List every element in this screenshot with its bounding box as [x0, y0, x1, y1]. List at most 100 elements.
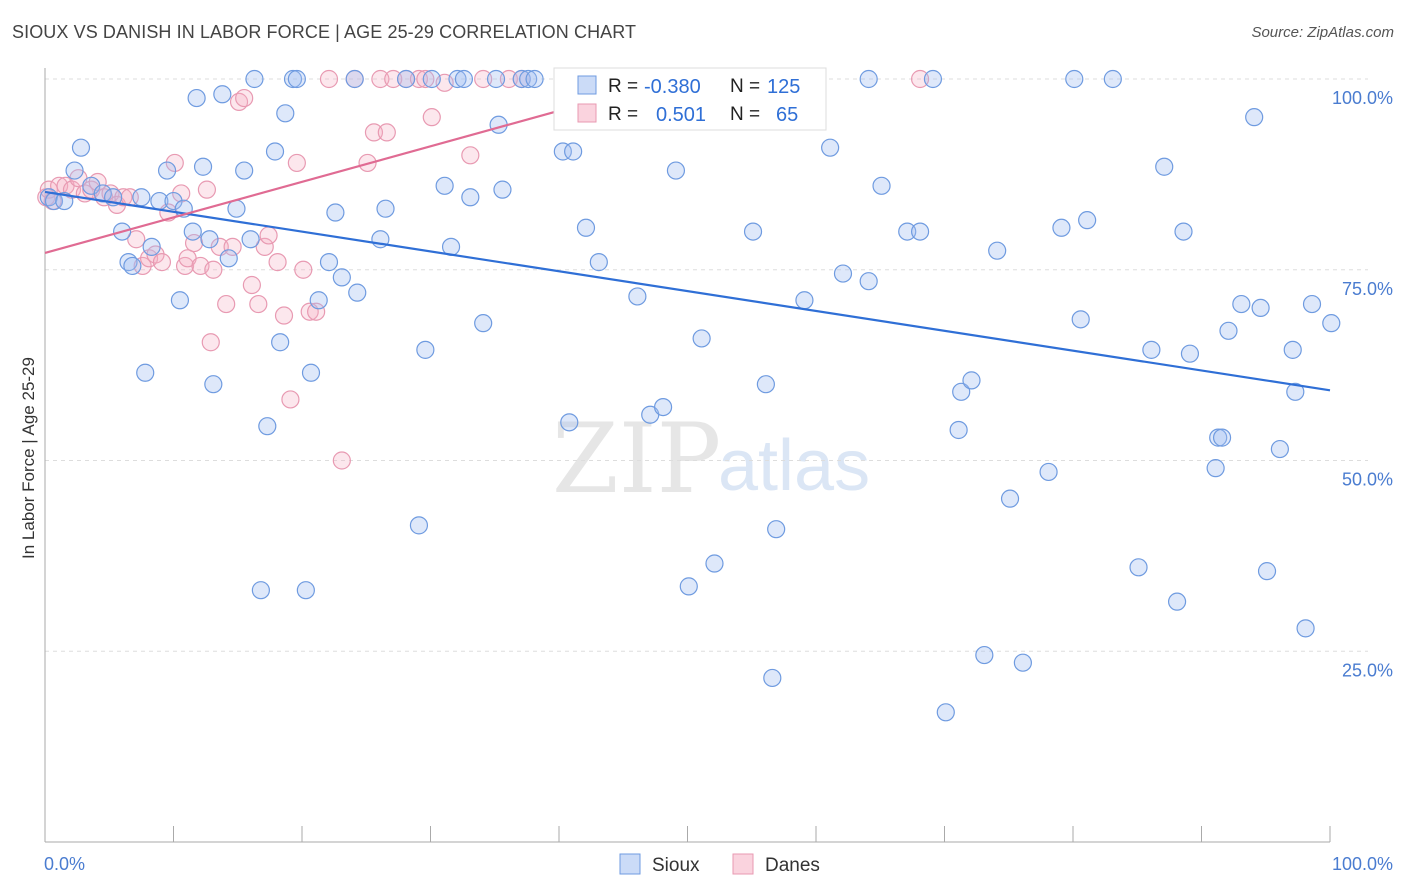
sioux-point-61 — [519, 69, 538, 89]
danes-point-22 — [172, 184, 191, 203]
legend-danes-label: Danes — [765, 855, 820, 876]
watermark: ZIP atlas — [552, 403, 870, 515]
danes-point-43 — [294, 260, 313, 279]
sioux-point-97 — [1000, 489, 1020, 508]
danes-point-16 — [133, 256, 152, 276]
danes-point-57 — [422, 108, 441, 127]
danes-point-45 — [307, 302, 326, 321]
sioux-point-17 — [170, 291, 190, 310]
sioux-point-76 — [743, 222, 763, 241]
danes-point-41 — [281, 390, 300, 409]
sioux-point-53 — [448, 69, 467, 89]
sioux-point-39 — [309, 291, 328, 310]
danes-point-46 — [319, 69, 339, 89]
sioux-point-42 — [332, 268, 351, 287]
danes-point-50 — [364, 123, 384, 142]
bottom-legend: Sioux Danes — [619, 853, 820, 876]
stats-sioux-swatch — [577, 75, 597, 95]
sioux-point-24 — [213, 85, 232, 104]
sioux-point-62 — [525, 69, 544, 89]
sioux-point-93 — [952, 382, 971, 401]
sioux-point-34 — [276, 104, 295, 123]
sioux-point-121 — [1286, 382, 1305, 401]
sioux-point-16 — [164, 191, 183, 211]
danes-point-39 — [268, 253, 287, 272]
sioux-point-12 — [136, 363, 155, 382]
sioux-point-100 — [1052, 218, 1071, 237]
sioux-point-68 — [628, 287, 647, 306]
danes-point-38 — [259, 226, 278, 245]
danes-point-55 — [409, 69, 429, 89]
sioux-point-86 — [859, 272, 878, 291]
sioux-point-47 — [396, 69, 416, 89]
danes-point-40 — [274, 306, 294, 325]
sioux-point-64 — [560, 413, 579, 432]
sioux-point-117 — [1251, 298, 1270, 317]
y-axis-label: In Labor Force | Age 25-29 — [19, 357, 38, 559]
sioux-point-120 — [1283, 340, 1302, 359]
sioux-point-91 — [936, 703, 955, 722]
sioux-point-92 — [949, 420, 968, 440]
sioux-point-32 — [265, 142, 285, 161]
danes-point-36 — [249, 294, 268, 314]
sioux-point-110 — [1180, 344, 1200, 363]
sioux-point-29 — [245, 69, 264, 89]
sioux-point-88 — [898, 222, 917, 241]
stats-box — [553, 67, 827, 131]
sioux-point-50 — [422, 69, 441, 89]
danes-point-32 — [223, 237, 242, 256]
sioux-point-102 — [1071, 310, 1090, 329]
sioux-point-33 — [271, 333, 290, 352]
sioux-point-35 — [283, 69, 303, 89]
sioux-point-78 — [763, 668, 782, 688]
sioux-point-113 — [1212, 428, 1232, 447]
sioux-point-51 — [435, 176, 454, 195]
sioux-point-95 — [975, 645, 994, 665]
sioux-point-124 — [1322, 314, 1341, 333]
stats-legend: R = -0.380 N = 125 R = 0.501 N = 65 — [553, 67, 827, 131]
danes-point-27 — [197, 180, 217, 199]
y-tick-labels: 25.0% 50.0% 75.0% 100.0% — [1332, 88, 1393, 680]
sioux-point-55 — [461, 188, 480, 207]
sioux-point-71 — [666, 161, 686, 180]
sioux-point-27 — [235, 161, 254, 180]
stats-sioux-n-value: 125 — [767, 76, 800, 98]
sioux-point-84 — [833, 264, 853, 283]
sioux-point-11 — [132, 188, 151, 207]
sioux-point-56 — [474, 314, 493, 333]
stats-danes-r-label: R = — [608, 104, 638, 125]
x-tick-label-100: 100.0% — [1332, 854, 1393, 874]
sioux-point-87 — [872, 176, 891, 195]
sioux-point-118 — [1257, 562, 1277, 581]
sioux-point-21 — [193, 157, 213, 176]
sioux-trend-line — [44, 190, 1331, 392]
sioux-point-19 — [183, 222, 202, 241]
sioux-point-70 — [653, 397, 673, 417]
sioux-point-119 — [1270, 439, 1289, 459]
sioux-point-38 — [301, 363, 321, 382]
danes-point-34 — [235, 88, 254, 108]
chart-source: Source: ZipAtlas.com — [1251, 24, 1394, 41]
sioux-point-83 — [821, 138, 840, 157]
sioux-point-85 — [859, 69, 878, 89]
y-tick-label-25: 25.0% — [1342, 660, 1393, 680]
chart-title: SIOUX VS DANISH IN LABOR FORCE | AGE 25-… — [12, 22, 637, 42]
sioux-point-122 — [1296, 619, 1315, 638]
danes-point-59 — [461, 146, 480, 165]
sioux-point-72 — [679, 577, 698, 596]
danes-point-29 — [204, 260, 223, 279]
stats-sioux-r-value: -0.380 — [644, 76, 701, 98]
sioux-point-48 — [409, 516, 429, 535]
sioux-point-2 — [55, 191, 74, 211]
watermark-atlas: atlas — [718, 426, 870, 506]
sioux-point-41 — [326, 203, 345, 222]
watermark-zip: ZIP — [552, 403, 721, 515]
stats-danes-n-value: 65 — [776, 104, 798, 126]
sioux-point-57 — [486, 69, 506, 89]
sioux-point-40 — [319, 253, 339, 272]
sioux-point-28 — [241, 230, 260, 249]
sioux-point-104 — [1103, 69, 1122, 89]
danes-point-42 — [287, 153, 306, 173]
x-tick-labels: 0.0% 100.0% — [44, 854, 1393, 874]
sioux-point-106 — [1142, 340, 1161, 359]
